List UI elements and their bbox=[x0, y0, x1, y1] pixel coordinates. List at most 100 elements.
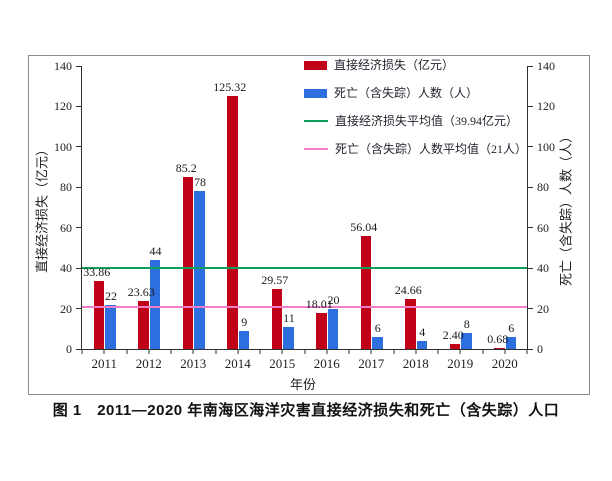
figure-box: 0 0 20 20 40 40 60 60 80 80 100 100 120 120 140 140 33.8… bbox=[28, 55, 590, 395]
loss-value-label-2019: 2.40 bbox=[442, 328, 464, 343]
bar-group-2012: 23.63 44 2012 bbox=[127, 66, 172, 370]
deaths-value-label-2020: 6 bbox=[508, 320, 515, 335]
legend-item-loss-mean: 直接经济损失平均值（39.94亿元） bbox=[303, 114, 527, 128]
loss-bar-2017 bbox=[360, 235, 372, 349]
y-tick-label-left: 140 bbox=[54, 59, 72, 73]
loss-value-label-2014: 125.32 bbox=[213, 79, 247, 94]
deaths-value-label-2014: 9 bbox=[241, 314, 248, 329]
loss-bar-2016 bbox=[316, 312, 327, 349]
loss-value-label-2020: 0.68 bbox=[487, 331, 509, 346]
y-tick-label-left: 40 bbox=[60, 261, 72, 276]
loss-bar-2019 bbox=[449, 344, 461, 349]
y-tick-right bbox=[527, 267, 533, 269]
bar-group-2019: 2.40 8 2019 bbox=[438, 66, 483, 370]
loss-value-label-2018: 24.66 bbox=[394, 283, 422, 298]
y-tick-left bbox=[76, 146, 82, 148]
x-tick-label-2011: 2011 bbox=[91, 356, 118, 371]
ref-line-0 bbox=[82, 267, 527, 270]
y-tick-label-right: 100 bbox=[537, 139, 555, 154]
y-tick-label-right: 120 bbox=[537, 99, 555, 114]
y-tick-left bbox=[76, 65, 82, 67]
loss-bar-2020 bbox=[494, 347, 505, 349]
loss-value-label-2013: 85.2 bbox=[175, 160, 197, 175]
legend-label-deaths-mean: 死亡（含失踪）人数平均值（21人） bbox=[334, 142, 527, 156]
x-tick bbox=[415, 349, 417, 354]
bar-group-2016: 18.01 20 2016 bbox=[305, 66, 350, 370]
figure-caption: 图 1 2011—2020 年南海区海洋灾害直接经济损失和死亡（含失踪）人口 bbox=[52, 402, 560, 419]
x-tick-label-2012: 2012 bbox=[135, 356, 162, 371]
y-tick-label-left: 0 bbox=[66, 342, 72, 356]
x-tick-label-2014: 2014 bbox=[224, 356, 251, 371]
y-tick-label-right: 140 bbox=[537, 59, 555, 73]
legend: 直接经济损失（亿元） 死亡（含失踪）人数（人） 直接经济损失平均值（39.94亿… bbox=[303, 59, 527, 156]
loss-bar-2012 bbox=[138, 301, 149, 349]
legend-label-deaths: 死亡（含失踪）人数（人） bbox=[333, 86, 478, 100]
x-tick-label-2013: 2013 bbox=[180, 356, 207, 371]
y-tick-label-right: 40 bbox=[537, 261, 549, 276]
loss-bar-2011 bbox=[93, 280, 105, 349]
y-tick-right bbox=[527, 308, 533, 310]
y-tick-right bbox=[527, 65, 533, 67]
x-tick bbox=[81, 349, 83, 354]
x-tick-label-2017: 2017 bbox=[358, 356, 385, 371]
loss-value-label-2015: 29.57 bbox=[261, 273, 289, 288]
y-tick-right bbox=[527, 105, 533, 107]
x-tick-label-2015: 2015 bbox=[269, 356, 296, 371]
loss-bar-2013 bbox=[182, 176, 194, 349]
y-tick-right bbox=[527, 146, 533, 148]
x-tick bbox=[526, 349, 528, 354]
deaths-bar-2019 bbox=[461, 332, 472, 349]
x-tick bbox=[393, 349, 394, 354]
deaths-value-label-2011: 22 bbox=[104, 288, 117, 303]
legend-swatch-deaths-bar bbox=[303, 88, 327, 98]
loss-bar-2014 bbox=[227, 95, 238, 349]
x-tick-label-2016: 2016 bbox=[313, 356, 340, 371]
x-tick bbox=[126, 349, 127, 354]
loss-value-label-2011: 33.86 bbox=[83, 264, 111, 279]
x-tick bbox=[504, 349, 506, 354]
bar-group-2013: 85.2 78 2013 bbox=[171, 66, 216, 370]
loss-bar-2018 bbox=[405, 299, 416, 349]
deaths-bar-2011 bbox=[105, 304, 116, 349]
y-tick-left bbox=[76, 105, 82, 107]
bar-group-2011: 33.86 22 2011 bbox=[82, 66, 127, 370]
y-tick-left bbox=[76, 348, 82, 350]
x-tick bbox=[170, 349, 172, 354]
deaths-value-label-2016: 20 bbox=[327, 292, 340, 307]
y-tick-label-right: 20 bbox=[537, 301, 549, 316]
x-tick bbox=[482, 349, 483, 354]
y-tick-left bbox=[76, 267, 82, 269]
bar-group-2020: 0.68 6 2020 bbox=[483, 66, 528, 370]
deaths-value-label-2017: 6 bbox=[374, 320, 381, 335]
x-tick-label-2020: 2020 bbox=[491, 356, 518, 371]
x-tick bbox=[459, 349, 461, 354]
x-tick-label-2018: 2018 bbox=[402, 356, 429, 371]
legend-swatch-loss-bar bbox=[303, 60, 327, 70]
legend-swatch-loss-mean-line bbox=[303, 120, 328, 122]
legend-label-loss-mean: 直接经济损失平均值（39.94亿元） bbox=[334, 114, 518, 128]
deaths-bar-2015 bbox=[283, 326, 294, 349]
legend-item-loss: 直接经济损失（亿元） bbox=[303, 59, 527, 71]
y-tick-left bbox=[76, 186, 82, 188]
x-tick bbox=[304, 349, 305, 354]
y-axis-title-left: 直接经济损失（亿元） bbox=[34, 142, 50, 274]
bar-group-2018: 24.66 4 2018 bbox=[394, 66, 439, 370]
ref-line-1 bbox=[82, 305, 527, 308]
y-tick-right bbox=[527, 348, 533, 350]
x-tick bbox=[281, 349, 283, 354]
deaths-value-label-2012: 44 bbox=[149, 244, 162, 259]
y-tick-left bbox=[76, 308, 82, 310]
deaths-bar-2013 bbox=[194, 191, 205, 349]
deaths-value-label-2015: 11 bbox=[283, 310, 295, 325]
y-tick-right bbox=[527, 186, 533, 188]
x-tick-label-2019: 2019 bbox=[447, 356, 474, 371]
x-tick bbox=[103, 349, 105, 354]
y-tick-label-right: 80 bbox=[537, 180, 549, 195]
y-tick-left bbox=[76, 227, 82, 229]
y-tick-label-left: 80 bbox=[60, 180, 72, 195]
deaths-bar-2012 bbox=[149, 260, 161, 349]
deaths-value-label-2013: 78 bbox=[193, 175, 206, 190]
x-tick bbox=[192, 349, 194, 354]
deaths-bar-2016 bbox=[327, 308, 339, 349]
